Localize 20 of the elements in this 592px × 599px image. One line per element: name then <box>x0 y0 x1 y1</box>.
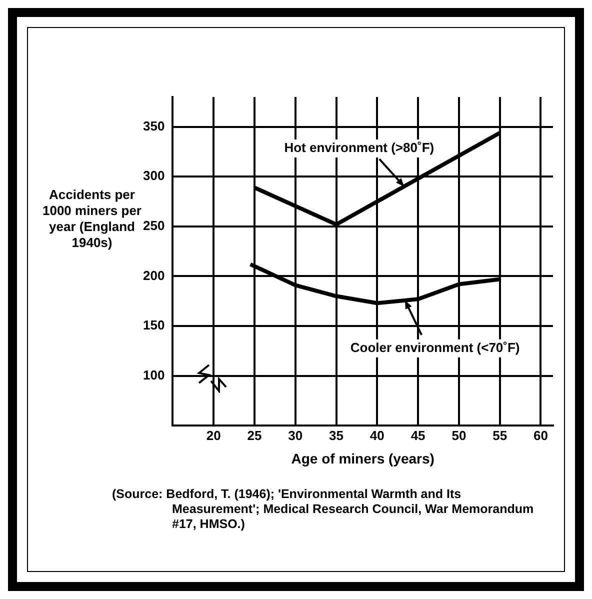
x-tick-label: 40 <box>370 428 384 443</box>
x-tick-label: 30 <box>288 428 303 443</box>
y-tick-label: 200 <box>142 268 165 283</box>
x-tick-label: 25 <box>247 428 262 443</box>
series-label: Hot environment (>80˚F) <box>284 140 434 156</box>
y-axis-title: Accidents per 1000 miners per year (England 1940s) <box>42 187 142 250</box>
x-tick-label: 60 <box>534 428 548 443</box>
x-tick-label: 50 <box>452 428 466 443</box>
y-tick-label: 300 <box>142 168 165 184</box>
text: (Source: Bedford, T. (1946); 'Environmental Warmth and Its Measurement'; Medical Research Council, War Memorandum #17, HMSO.) <box>112 487 535 532</box>
x-axis-title: Age of miners (years) <box>291 450 434 466</box>
x-tick-label: 45 <box>410 428 426 443</box>
x-tick-label: 20 <box>206 428 221 443</box>
y-tick-label: 350 <box>142 118 165 134</box>
x-tick-label: 35 <box>329 428 344 443</box>
y-tick-label: 100 <box>142 367 165 382</box>
text: Cooler environment (<70˚F) <box>350 340 520 355</box>
y-tick-label: 250 <box>142 218 165 234</box>
y-tick-label: 150 <box>142 318 165 333</box>
x-tick-label: 55 <box>492 428 508 443</box>
